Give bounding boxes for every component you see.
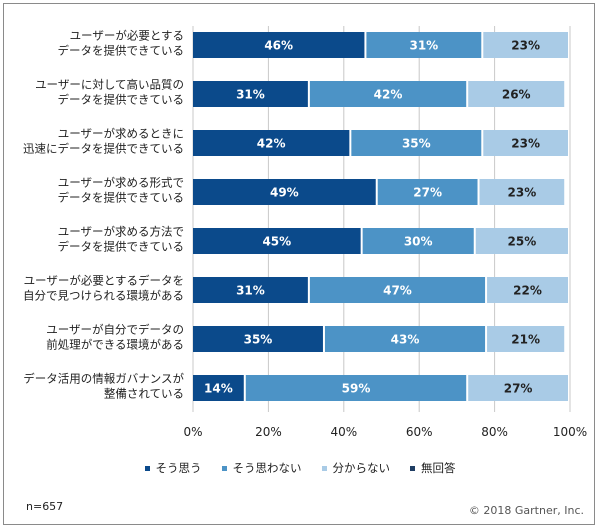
bar-segment [487,277,568,303]
bar-segment [309,81,467,107]
data-label: 45% [262,235,291,249]
bar-segment [483,32,568,58]
legend-label: そう思う [155,461,202,475]
category-label: ユーザーが必要とする [70,29,184,43]
legend-swatch [410,466,415,471]
data-label: 43% [391,333,420,347]
bar-segment [377,179,478,205]
category-label: データを提供できている [58,44,185,58]
bar-segment [362,228,474,254]
bar-segment [193,228,361,254]
category-label: 前処理ができる環境がある [46,338,184,352]
data-label: 27% [504,382,533,396]
data-label: 59% [342,382,371,396]
category-label: ユーザーが求める方法で [58,225,184,239]
category-label: データを提供できている [58,93,185,107]
legend: そう思う そう思わない 分からない 無回答 [0,460,600,476]
data-label: 31% [409,39,438,53]
data-label: 31% [236,284,265,298]
data-label: 23% [511,39,540,53]
data-label: 31% [236,88,265,102]
legend-swatch [221,466,227,471]
category-label: 自分で見つけられる環境がある [23,289,184,303]
sample-size-note: n=657 [26,500,64,513]
category-label: データを提供できている [58,191,185,205]
category-label: データ活用の情報ガバナンスが [23,372,184,386]
data-label: 27% [413,186,442,200]
legend-label: そう思わない [232,461,302,475]
bar-segment [483,130,568,156]
category-label: ユーザーに対して高い品質の [35,78,184,92]
legend-item: 無回答 [410,460,456,476]
category-label: ユーザーが自分でデータの [46,323,184,337]
data-label: 14% [204,382,233,396]
category-label: 整備されている [104,387,184,401]
bar-segment [193,81,308,107]
category-label: ユーザーが求める形式で [58,176,184,190]
data-label: 30% [404,235,433,249]
data-label: 25% [508,235,537,249]
data-label: 23% [508,186,537,200]
data-label: 35% [244,333,273,347]
legend-item: そう思わない [221,460,302,476]
bar-segment [309,277,486,303]
data-label: 35% [402,137,431,151]
data-label: 46% [264,39,293,53]
x-tick-label: 0% [183,425,202,439]
data-label: 42% [257,137,286,151]
category-label: 迅速にデータを提供できている [23,142,184,156]
bar-segment [324,326,486,352]
bar-segment [193,277,308,303]
chart-frame [3,3,595,525]
data-label: 49% [270,186,299,200]
bar-segment [479,179,565,205]
bar-segment [245,375,467,401]
legend-label: 無回答 [421,461,456,475]
x-tick-label: 20% [255,425,282,439]
bar-segment [193,375,244,401]
bar-segment [468,375,568,401]
x-tick-label: 100% [553,425,587,439]
bar-segment [351,130,482,156]
bar-segment [193,179,376,205]
bar-segment [366,32,482,58]
data-label: 42% [374,88,403,102]
copyright-text: © 2018 Gartner, Inc. [468,504,584,517]
legend-swatch [144,466,150,471]
x-tick-label: 60% [406,425,433,439]
legend-item: 分からない [321,460,391,476]
category-label: ユーザーが求めるときに [58,127,184,141]
bar-segment [487,326,565,352]
data-label: 47% [383,284,412,298]
bar-segment [475,228,568,254]
x-tick-label: 40% [330,425,357,439]
category-label: データを提供できている [58,240,185,254]
bar-segment [193,32,365,58]
data-label: 26% [502,88,531,102]
category-label: ユーザーが必要とするデータを [24,274,184,288]
x-tick-label: 80% [481,425,508,439]
legend-swatch [321,466,327,471]
legend-item: そう思う [144,460,202,476]
data-label: 21% [511,333,540,347]
bar-segment [468,81,565,107]
data-label: 23% [511,137,540,151]
data-label: 22% [513,284,542,298]
legend-label: 分からない [332,461,391,475]
bar-segment [193,326,323,352]
bar-segment [193,130,350,156]
